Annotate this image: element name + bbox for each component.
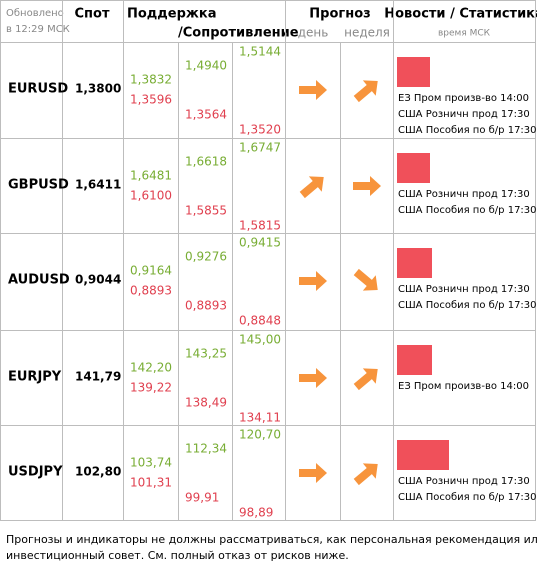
- news-item: США Пособия по б/р 17:30: [398, 300, 537, 311]
- support-level: 120,70: [239, 428, 281, 442]
- support-level: 0,9164: [130, 264, 172, 278]
- forecast-arrow: [353, 268, 378, 291]
- resistance-level: 101,31: [130, 476, 172, 490]
- resistance-level: 99,91: [185, 491, 219, 505]
- support-level: 0,9415: [239, 236, 281, 250]
- spot: 0,9044: [75, 273, 121, 287]
- forecast-header: Прогноз: [309, 7, 370, 22]
- support-level: 1,4940: [185, 59, 227, 73]
- pair: USDJPY: [8, 465, 63, 480]
- disclaimer: инвестиционный совет. См. полный отказ о…: [6, 549, 349, 562]
- resistance-level: 1,3596: [130, 93, 172, 107]
- disclaimer: Прогнозы и индикаторы не должны рассматр…: [6, 533, 537, 546]
- support-level: 103,74: [130, 456, 172, 470]
- news-importance: [397, 57, 430, 87]
- news-importance: [397, 153, 430, 183]
- spot: 141,79: [75, 370, 121, 384]
- support-level: 112,34: [185, 442, 227, 456]
- support-level: 1,3832: [130, 73, 172, 87]
- resistance-level: 1,5815: [239, 219, 281, 233]
- news-time-header: время МСК: [438, 29, 491, 39]
- resistance-level: 0,8893: [130, 284, 172, 298]
- resistance-level: 1,5855: [185, 204, 227, 218]
- week-header: неделя: [344, 26, 390, 40]
- forecast-arrow: [299, 271, 327, 291]
- pair: EURUSD: [8, 82, 68, 97]
- support-level: 145,00: [239, 333, 281, 347]
- forecast-arrow: [299, 463, 327, 483]
- spot-header: Спот: [75, 7, 110, 22]
- news-item: США Розничн прод 17:30: [398, 109, 530, 120]
- spot: 102,80: [75, 465, 121, 479]
- forecast-arrow: [299, 176, 324, 199]
- day-header: день: [298, 26, 329, 40]
- forecast-arrow: [299, 368, 327, 388]
- resistance-header: /Сопротивление: [178, 26, 299, 41]
- news-item: США Розничн прод 17:30: [398, 284, 530, 295]
- resistance-level: 139,22: [130, 381, 172, 395]
- news-item: США Розничн прод 17:30: [398, 476, 530, 487]
- resistance-level: 98,89: [239, 506, 273, 520]
- news-item: США Пособия по б/р 17:30: [398, 492, 537, 503]
- news-item: ЕЗ Пром произв-во 14:00: [398, 93, 529, 104]
- support-level: 1,5144: [239, 45, 281, 59]
- support-level: 143,25: [185, 347, 227, 361]
- news-item: США Пособия по б/р 17:30: [398, 125, 537, 136]
- resistance-level: 1,6100: [130, 189, 172, 203]
- news-header: Новости / Статистика: [384, 7, 537, 22]
- forecast-arrow: [299, 80, 327, 100]
- resistance-level: 1,3520: [239, 123, 281, 137]
- news-item: США Пособия по б/р 17:30: [398, 205, 537, 216]
- support-header: Поддержка: [127, 7, 216, 22]
- forecast-arrow: [353, 463, 378, 486]
- spot: 1,3800: [75, 82, 121, 96]
- support-level: 1,6747: [239, 141, 281, 155]
- news-item: ЕЗ Пром произв-во 14:00: [398, 381, 529, 392]
- support-level: 1,6618: [185, 155, 227, 169]
- news-item: США Розничн прод 17:30: [398, 189, 530, 200]
- updated-label: Обновлено: [6, 8, 64, 19]
- spot: 1,6411: [75, 178, 121, 192]
- support-level: 1,6481: [130, 169, 172, 183]
- resistance-level: 0,8893: [185, 299, 227, 313]
- forecast-arrow: [353, 176, 381, 196]
- forecast-arrow: [353, 80, 378, 103]
- news-importance: [397, 440, 449, 470]
- pair: GBPUSD: [8, 178, 69, 193]
- news-importance: [397, 248, 432, 278]
- resistance-level: 138,49: [185, 396, 227, 410]
- resistance-level: 1,3564: [185, 108, 227, 122]
- pair: EURJPY: [8, 370, 62, 385]
- support-level: 142,20: [130, 361, 172, 375]
- pair: AUDUSD: [8, 273, 70, 288]
- resistance-level: 134,11: [239, 411, 281, 425]
- resistance-level: 0,8848: [239, 314, 281, 328]
- support-level: 0,9276: [185, 250, 227, 264]
- updated-time: в 12:29 МСК: [6, 24, 70, 35]
- news-importance: [397, 345, 432, 375]
- forecast-arrow: [353, 368, 378, 391]
